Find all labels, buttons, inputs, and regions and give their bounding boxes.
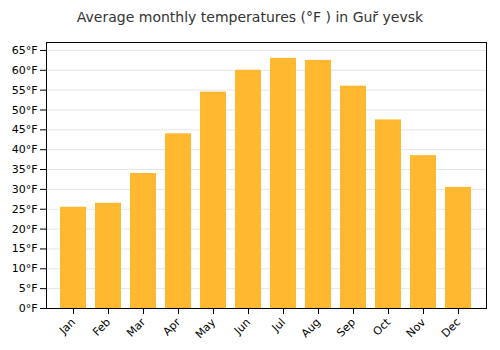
svg-text:15°F: 15°F bbox=[12, 242, 38, 255]
svg-text:Apr: Apr bbox=[160, 315, 183, 338]
svg-text:Feb: Feb bbox=[90, 316, 113, 339]
svg-text:35°F: 35°F bbox=[12, 163, 38, 176]
svg-text:30°F: 30°F bbox=[12, 183, 38, 196]
svg-text:55°F: 55°F bbox=[12, 84, 38, 97]
svg-text:Dec: Dec bbox=[439, 316, 463, 340]
svg-text:Nov: Nov bbox=[404, 315, 429, 340]
svg-text:Sep: Sep bbox=[334, 316, 358, 340]
svg-text:Aug: Aug bbox=[299, 316, 323, 340]
svg-text:5°F: 5°F bbox=[19, 282, 38, 295]
svg-text:Oct: Oct bbox=[370, 315, 393, 338]
html-text:Average monthly temperatures (: Average monthly temperatures (°F ) in Gu… bbox=[76, 9, 424, 25]
svg-text:20°F: 20°F bbox=[12, 223, 38, 236]
svg-text:Jun: Jun bbox=[231, 316, 253, 338]
svg-text:65°F: 65°F bbox=[12, 44, 38, 57]
svg-text:Mar: Mar bbox=[124, 315, 148, 339]
svg-text:40°F: 40°F bbox=[12, 143, 38, 156]
svg-text:0°F: 0°F bbox=[19, 302, 38, 315]
svg-text:Jan: Jan bbox=[56, 316, 78, 338]
svg-text:25°F: 25°F bbox=[12, 203, 38, 216]
svg-text:10°F: 10°F bbox=[12, 262, 38, 275]
svg-text:60°F: 60°F bbox=[12, 64, 38, 77]
svg-text:May: May bbox=[193, 315, 219, 341]
svg-text:Jul: Jul bbox=[269, 316, 288, 335]
svg-text:45°F: 45°F bbox=[12, 123, 38, 136]
svg-text:50°F: 50°F bbox=[12, 104, 38, 117]
